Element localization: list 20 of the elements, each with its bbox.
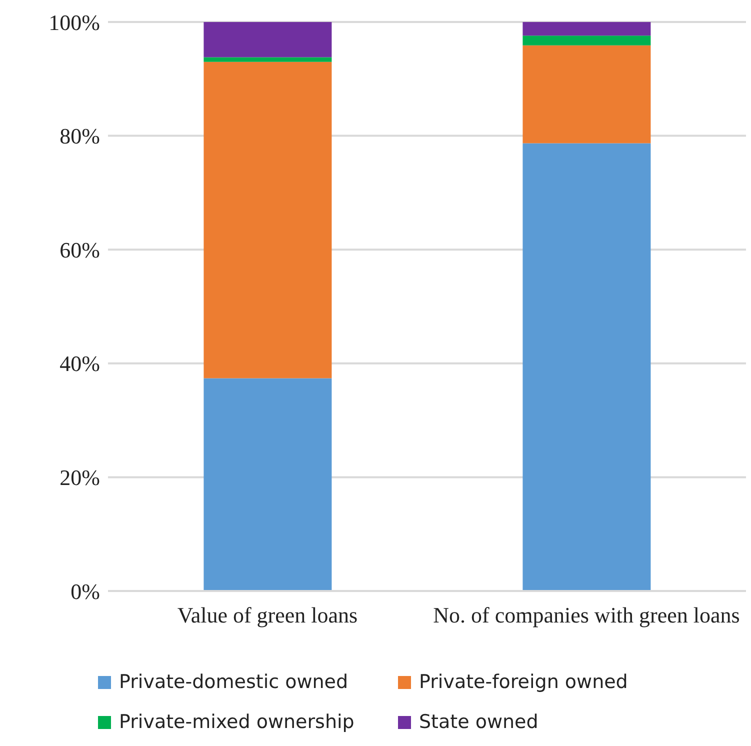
legend-label: Private-mixed ownership xyxy=(118,711,356,733)
legend-label: Private-foreign owned xyxy=(418,671,629,693)
legend-label: Private-domestic owned xyxy=(118,671,350,693)
bar xyxy=(522,143,651,591)
x-tick-label: No. of companies with green loans xyxy=(433,602,740,628)
bar xyxy=(204,57,332,62)
y-tick-label: 100% xyxy=(48,10,100,35)
y-tick-label: 80% xyxy=(60,124,100,149)
y-tick-label: 60% xyxy=(60,237,100,262)
bar xyxy=(204,62,332,378)
bar xyxy=(522,45,651,144)
bar xyxy=(204,378,332,591)
bar xyxy=(204,22,332,58)
legend-label: State owned xyxy=(418,711,540,733)
y-tick-label: 20% xyxy=(60,465,100,490)
y-tick-label: 0% xyxy=(70,578,100,604)
bar xyxy=(522,36,651,46)
y-tick-label: 40% xyxy=(60,351,100,376)
x-tick-label: Value of green loans xyxy=(177,602,358,628)
bar xyxy=(522,22,651,36)
